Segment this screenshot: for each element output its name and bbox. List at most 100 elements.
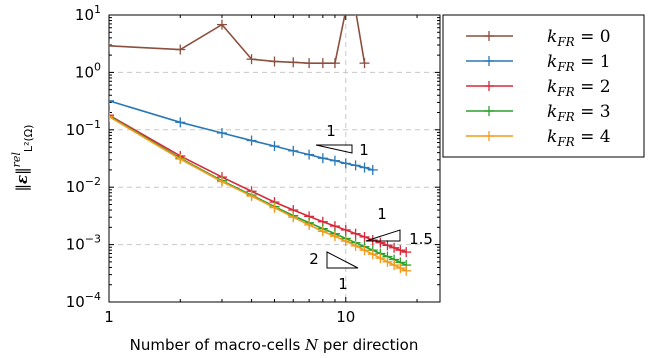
data-point (288, 212, 299, 223)
data-point (109, 110, 114, 121)
y-tick-label: 10−1 (66, 118, 101, 139)
data-point (216, 19, 227, 30)
data-point (216, 127, 227, 138)
data-point (109, 95, 114, 106)
slope-label-rise: 1 (326, 122, 336, 140)
y-tick-label: 10−3 (66, 233, 101, 254)
data-point (401, 265, 412, 276)
data-point (329, 231, 340, 242)
slope-label-run: 1 (359, 141, 369, 159)
y-tick-label: 101 (75, 3, 101, 24)
data-point (340, 236, 351, 247)
data-point (382, 256, 393, 267)
data-point (216, 176, 227, 187)
data-point (389, 242, 400, 253)
slope-triangle-1 (315, 144, 353, 154)
data-point (246, 135, 257, 146)
data-point (175, 117, 186, 128)
grid-lines (109, 15, 440, 302)
data-point (354, 15, 357, 16)
data-point (359, 58, 370, 69)
data-point (401, 247, 412, 258)
data-point (350, 160, 361, 171)
data-point (395, 263, 406, 274)
legend-label: kFR = 0 (547, 27, 611, 49)
data-point (350, 240, 361, 251)
data-point (304, 149, 315, 160)
data-point (109, 110, 114, 121)
data-point (288, 57, 299, 68)
data-point (317, 226, 328, 237)
slope-triangles: 1 1 1 1.5 2 1 (309, 122, 433, 293)
x-axis-title: Number of macro-cells N per direction (130, 336, 419, 354)
slope-label-rise: 2 (309, 250, 319, 268)
data-point (317, 153, 328, 164)
data-point (269, 56, 280, 67)
data-point (375, 253, 386, 264)
data-point (329, 155, 340, 166)
data-point (109, 111, 114, 122)
slope-triangle-2 (365, 229, 401, 242)
series-2 (109, 110, 412, 258)
y-axis-title: ‖ε‖relL²(Ω) (10, 125, 35, 192)
data-point (484, 131, 494, 141)
series-0 (109, 15, 370, 69)
legend-entry-4: kFR = 4 (466, 127, 611, 149)
data-point (389, 260, 400, 271)
slope-label-run: 1.5 (409, 230, 433, 248)
data-point (246, 191, 257, 202)
legend-label: kFR = 1 (547, 52, 611, 74)
legend-label: kFR = 3 (547, 102, 611, 124)
data-point (329, 58, 340, 69)
data-point (484, 31, 494, 41)
legend-entry-3: kFR = 3 (466, 102, 611, 124)
data-point (350, 228, 361, 239)
data-point (484, 81, 494, 91)
data-point (484, 56, 494, 66)
series-line (109, 114, 407, 253)
data-point (359, 162, 370, 173)
series-1 (109, 95, 378, 175)
data-point (375, 237, 386, 248)
slope-label-run: 1 (338, 275, 348, 293)
data-point (367, 249, 378, 260)
data-point (246, 54, 257, 65)
data-point (288, 145, 299, 156)
data-point (109, 40, 114, 51)
legend-entry-1: kFR = 1 (466, 52, 611, 74)
data-point (345, 15, 347, 16)
data-point (304, 219, 315, 230)
series-layer (109, 15, 412, 276)
series-line (109, 115, 407, 266)
data-point (484, 106, 494, 116)
x-tick-label: 1 (104, 308, 114, 326)
data-point (175, 44, 186, 55)
y-tick-label: 100 (75, 60, 101, 81)
data-point (304, 58, 315, 69)
data-point (269, 141, 280, 152)
data-point (367, 164, 378, 175)
data-point (359, 231, 370, 242)
legend-label: kFR = 2 (547, 77, 611, 99)
x-tick-label: 10 (336, 308, 355, 326)
legend-label: kFR = 4 (547, 127, 611, 149)
y-tick-label: 10−4 (66, 290, 101, 311)
slope-triangle-3 (326, 251, 359, 269)
data-point (340, 224, 351, 235)
data-point (340, 158, 351, 169)
series-line (109, 15, 366, 64)
data-point (382, 240, 393, 251)
slope-label-rise: 1 (377, 205, 387, 223)
data-point (269, 202, 280, 213)
data-point (317, 58, 328, 69)
legend-entry-2: kFR = 2 (466, 77, 611, 99)
legend-entry-0: kFR = 0 (466, 27, 611, 49)
y-tick-label: 10−2 (66, 175, 101, 196)
data-point (175, 153, 186, 164)
legend: kFR = 0 kFR = 1 kFR = 2 kFR = 3 kFR = 4 (442, 14, 645, 158)
data-point (359, 245, 370, 256)
data-point (395, 245, 406, 256)
series-4 (109, 111, 412, 276)
